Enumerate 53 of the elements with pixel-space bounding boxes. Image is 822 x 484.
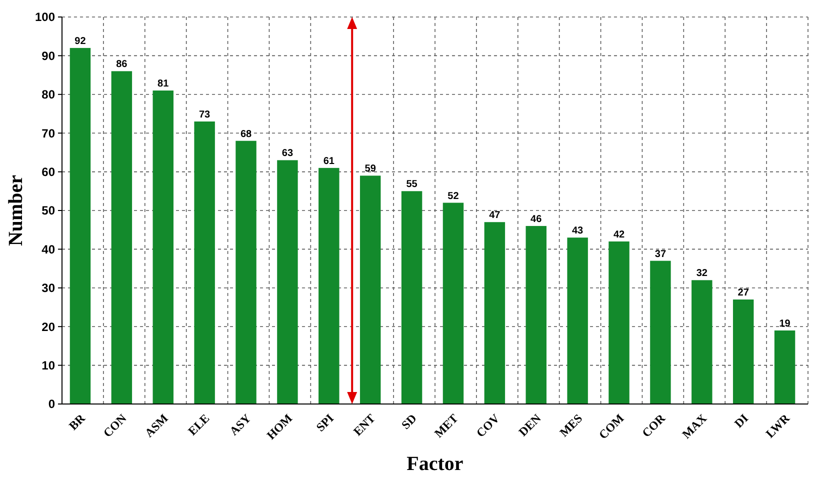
x-tick-label: SD bbox=[398, 410, 420, 432]
y-tick-label: 80 bbox=[42, 88, 56, 102]
y-axis-title: Number bbox=[5, 174, 27, 246]
x-tick-label: DI bbox=[732, 410, 752, 431]
data-label: 19 bbox=[779, 318, 791, 330]
x-tick-label: SPI bbox=[313, 410, 337, 434]
bar bbox=[277, 160, 298, 404]
data-label: 27 bbox=[738, 288, 750, 299]
y-tick-label: 20 bbox=[42, 320, 56, 334]
data-label: 55 bbox=[406, 179, 418, 190]
y-tick-label: 100 bbox=[34, 10, 56, 24]
bar bbox=[360, 176, 381, 404]
bar bbox=[442, 202, 464, 404]
bar bbox=[526, 226, 546, 404]
y-tick-label: 60 bbox=[42, 165, 56, 179]
data-label: 46 bbox=[530, 214, 542, 225]
bar bbox=[774, 330, 796, 404]
y-tick-label: 90 bbox=[42, 48, 56, 63]
bar bbox=[194, 121, 215, 404]
y-tick-label: 0 bbox=[48, 397, 56, 412]
data-label: 73 bbox=[199, 109, 211, 120]
data-label: 42 bbox=[613, 229, 626, 240]
bar bbox=[111, 71, 132, 404]
data-label: 43 bbox=[572, 226, 584, 237]
y-tick-label: 70 bbox=[42, 126, 56, 140]
y-tick-label: 30 bbox=[42, 281, 56, 296]
x-tick-label: BR bbox=[66, 410, 88, 433]
data-label: 68 bbox=[240, 128, 252, 140]
data-label: 52 bbox=[448, 190, 460, 202]
bar bbox=[692, 280, 712, 404]
bar bbox=[484, 222, 506, 404]
data-label: 81 bbox=[158, 78, 170, 90]
data-label: 86 bbox=[116, 59, 128, 70]
bar bbox=[152, 90, 174, 404]
bar bbox=[567, 238, 588, 404]
y-tick-label: 40 bbox=[42, 242, 56, 256]
x-axis-title: Factor bbox=[406, 453, 464, 475]
data-label: 32 bbox=[696, 268, 708, 280]
bar bbox=[732, 300, 754, 404]
data-label: 59 bbox=[364, 164, 376, 175]
bar bbox=[650, 260, 671, 404]
y-tick-label: 10 bbox=[42, 358, 56, 372]
bar bbox=[608, 241, 630, 404]
data-label: 63 bbox=[282, 148, 294, 160]
data-label: 92 bbox=[74, 36, 86, 47]
data-label: 61 bbox=[323, 156, 335, 167]
bar bbox=[70, 48, 91, 404]
data-label: 47 bbox=[489, 210, 501, 222]
bar bbox=[318, 168, 340, 404]
data-label: 37 bbox=[654, 248, 666, 260]
bar bbox=[236, 140, 256, 404]
bar bbox=[401, 191, 422, 404]
y-tick-label: 50 bbox=[42, 204, 56, 218]
